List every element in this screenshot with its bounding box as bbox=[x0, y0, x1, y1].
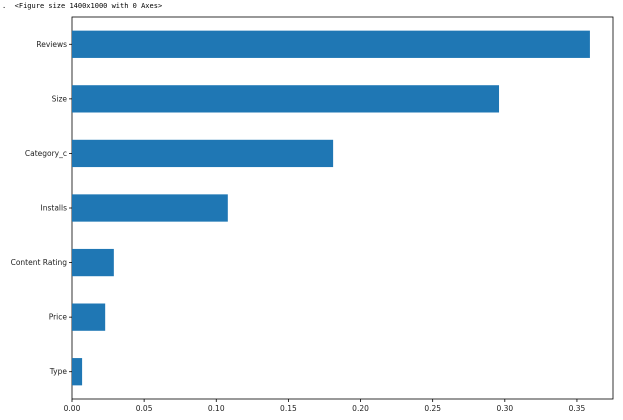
bar-installs bbox=[72, 194, 228, 222]
y-tick-label-type: Type bbox=[49, 367, 68, 376]
x-tick-label: 0.15 bbox=[280, 404, 297, 413]
output-prompt-marker: . bbox=[2, 2, 7, 10]
bar-size bbox=[72, 85, 500, 113]
figure-size-text: <Figure size 1400x1000 with 0 Axes> bbox=[14, 2, 163, 10]
x-tick-label: 0.05 bbox=[136, 404, 153, 413]
x-tick-label: 0.20 bbox=[352, 404, 369, 413]
y-tick-label-content-rating: Content Rating bbox=[11, 258, 68, 267]
x-tick-label: 0.00 bbox=[64, 404, 81, 413]
bar-price bbox=[72, 303, 106, 331]
y-tick-label-category-c: Category_c bbox=[25, 149, 67, 158]
x-axis-ticks: 0.00 0.05 0.10 0.15 0.20 0.25 0.30 0.35 bbox=[64, 399, 586, 413]
x-tick-label: 0.10 bbox=[208, 404, 225, 413]
bar-type bbox=[72, 358, 83, 386]
bars-group bbox=[72, 30, 590, 386]
cell-output-text: . <Figure size 1400x1000 with 0 Axes> bbox=[2, 2, 162, 10]
y-tick-label-installs: Installs bbox=[41, 204, 68, 213]
bar-content-rating bbox=[72, 248, 114, 277]
y-axis-ticks: Reviews Size Category_c Installs Content Rat… bbox=[11, 40, 72, 376]
y-tick-label-size: Size bbox=[52, 94, 68, 103]
x-tick-label: 0.25 bbox=[424, 404, 441, 413]
y-tick-label-price: Price bbox=[49, 313, 68, 322]
y-tick-label-reviews: Reviews bbox=[36, 40, 67, 49]
x-tick-label: 0.35 bbox=[569, 404, 586, 413]
bar-category-c bbox=[72, 139, 334, 168]
x-tick-label: 0.30 bbox=[496, 404, 513, 413]
bar-reviews bbox=[72, 30, 590, 58]
